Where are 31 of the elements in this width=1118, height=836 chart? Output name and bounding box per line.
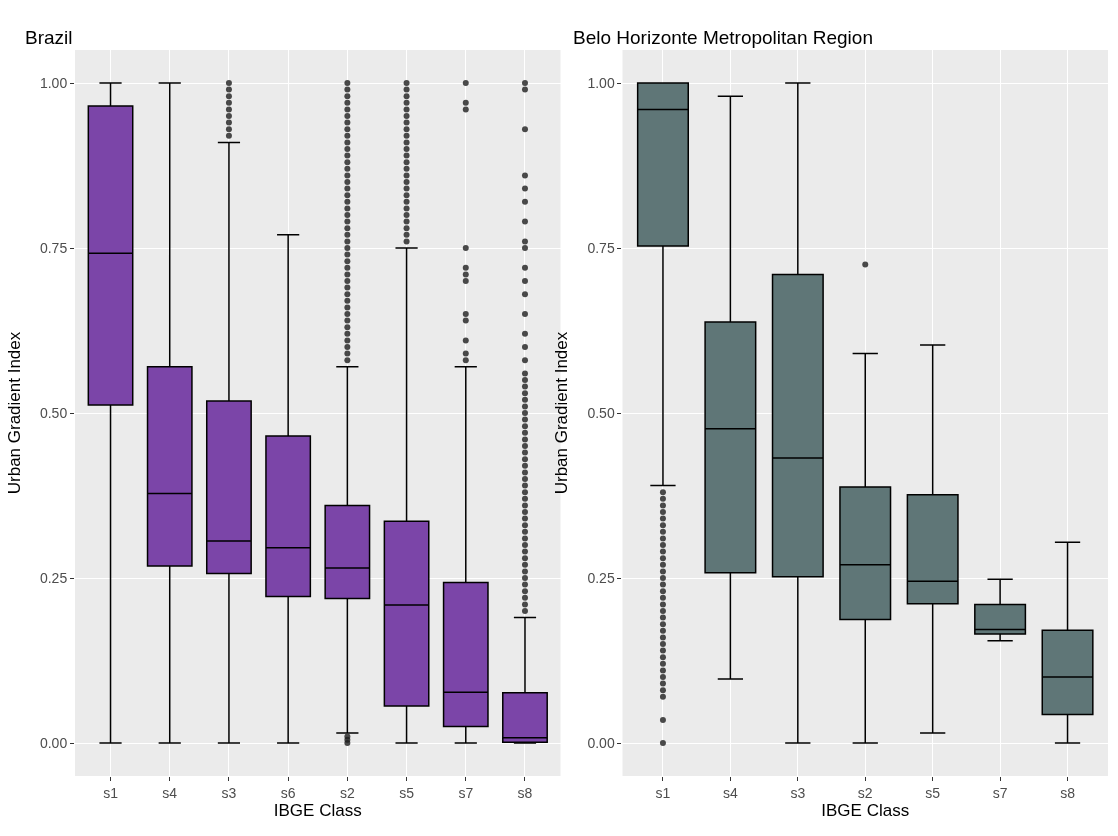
y-tick-label: 0.25 — [587, 569, 615, 586]
y-tick-label: 0.00 — [587, 734, 615, 751]
x-tick-label: s5 — [925, 784, 941, 801]
x-tick-label: s3 — [790, 784, 806, 801]
x-tick-label: s2 — [857, 784, 873, 801]
y-axis-title: Urban Gradient Index — [4, 331, 24, 495]
x-tick-label: s7 — [458, 784, 474, 801]
x-tick-label: s1 — [103, 784, 119, 801]
x-tick-label: s2 — [339, 784, 355, 801]
x-tick-label: s4 — [162, 784, 178, 801]
x-tick-label: s1 — [655, 784, 671, 801]
x-axis-title: IBGE Class — [821, 800, 910, 820]
y-tick-label: 0.25 — [39, 569, 68, 586]
y-tick-label: 1.00 — [587, 74, 615, 91]
y-tick-label: 1.00 — [39, 74, 68, 91]
y-tick-label: 0.50 — [587, 404, 615, 421]
y-axis-title: Urban Gradient Index — [551, 331, 571, 495]
y-tick-label: 0.00 — [39, 734, 68, 751]
y-tick-label: 0.75 — [39, 239, 68, 256]
chart-title: Belo Horizonte Metropolitan Region — [573, 27, 873, 48]
x-tick-label: s4 — [722, 784, 738, 801]
x-tick-label: s8 — [1060, 784, 1076, 801]
chart-title: Brazil — [25, 27, 73, 48]
x-tick-label: s6 — [280, 784, 296, 801]
x-tick-label: s8 — [517, 784, 533, 801]
x-axis-title: IBGE Class — [273, 800, 362, 820]
x-tick-label: s5 — [399, 784, 415, 801]
x-tick-label: s3 — [221, 784, 237, 801]
y-tick-label: 0.75 — [587, 239, 615, 256]
x-tick-label: s7 — [992, 784, 1008, 801]
y-tick-label: 0.50 — [39, 404, 68, 421]
